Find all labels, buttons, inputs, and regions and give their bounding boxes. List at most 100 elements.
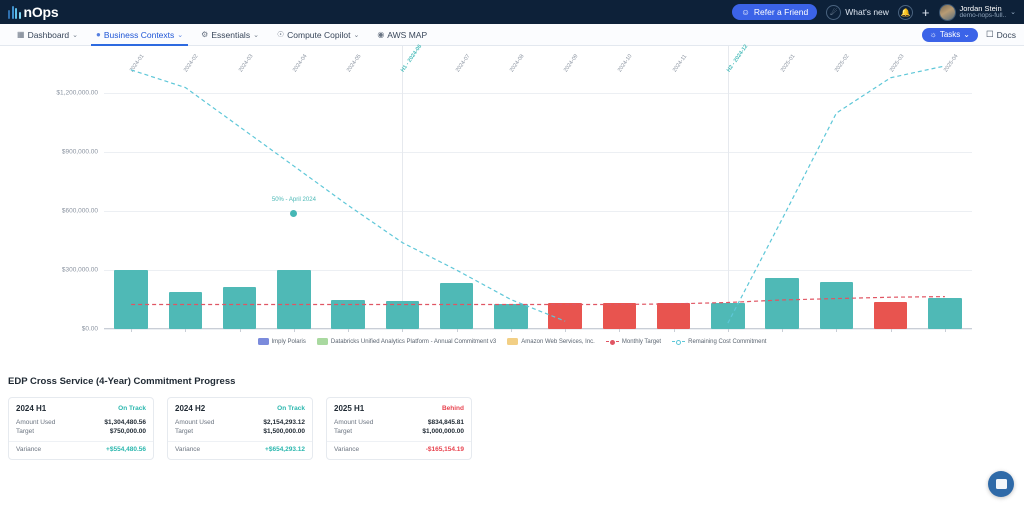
chart-bar[interactable] — [873, 301, 908, 329]
chart-bar[interactable] — [114, 270, 148, 329]
legend-item[interactable]: Databricks Unified Analytics Platform - … — [316, 338, 496, 345]
commitment-card[interactable]: 2024 H2 On Track Amount Used $2,154,293.12 T… — [167, 397, 313, 460]
chart-bar[interactable] — [819, 281, 854, 329]
x-axis-tick — [782, 329, 784, 332]
chart-bar[interactable] — [602, 303, 637, 329]
chart-bar[interactable] — [711, 302, 745, 329]
chart-bar[interactable] — [168, 291, 203, 329]
chat-bubble-glyph — [995, 479, 1007, 489]
x-axis-tick — [185, 329, 187, 332]
commitment-card-title: 2024 H1 — [16, 404, 47, 413]
status-badge: On Track — [118, 405, 146, 412]
variance-value: +$554,480.56 — [106, 446, 146, 453]
chart-bar[interactable] — [385, 300, 420, 329]
legend-label: Amazon Web Services, Inc. — [521, 338, 595, 345]
bell-icon[interactable]: 🔔 — [897, 4, 913, 20]
nav-item-aws-map[interactable]: ◉ AWS MAP — [368, 24, 436, 46]
chat-bubble-icon[interactable] — [988, 471, 1014, 497]
x-axis-tick — [402, 329, 404, 332]
target-value: $750,000.00 — [109, 428, 146, 435]
chart-bar[interactable] — [765, 277, 799, 329]
chart-bar[interactable] — [222, 286, 257, 329]
amount-used-row: Amount Used $1,304,480.56 — [9, 418, 153, 427]
chart-bar[interactable] — [656, 303, 691, 329]
commitment-card[interactable]: 2024 H1 On Track Amount Used $1,304,480.56 T… — [8, 397, 154, 460]
chevron-down-icon: ⌄ — [177, 31, 184, 39]
nav-item-compute-copilot[interactable]: ☉ Compute Copilot ⌄ — [268, 24, 368, 46]
amount-used-value: $1,304,480.56 — [104, 419, 146, 426]
x-axis-tick — [727, 329, 729, 332]
chart-bar[interactable] — [494, 304, 528, 329]
legend-label: Imply Polaris — [271, 338, 306, 345]
amount-used-label: Amount Used — [16, 419, 56, 426]
legend-swatch-icon — [507, 338, 519, 345]
target-row: Target $1,500,000.00 — [168, 427, 312, 436]
chart-bar[interactable] — [277, 270, 311, 329]
person-icon: ☺ — [741, 7, 750, 17]
legend-dashed-dot-icon — [605, 339, 619, 345]
nav-item-essentials[interactable]: ⚙ Essentials ⌄ — [192, 24, 268, 46]
legend-item[interactable]: Monthly Target — [605, 338, 662, 345]
docs-label: Docs — [996, 29, 1016, 40]
period-separator — [727, 46, 729, 329]
chart-annotation-label: 50% - April 2024 — [271, 197, 316, 204]
section-title: EDP Cross Service (4-Year) Commitment Pr… — [8, 376, 236, 387]
nav-item-dashboard[interactable]: ▦ Dashboard ⌄ — [8, 24, 87, 46]
refer-a-friend-label: Refer a Friend — [753, 7, 809, 17]
contexts-icon: ● — [96, 30, 101, 39]
grid-line — [104, 93, 972, 95]
target-row: Target $1,000,000.00 — [327, 427, 471, 436]
period-separator — [402, 46, 404, 329]
chart-plot-area[interactable]: $1,200,000.00 $900,000.00 $600,000.00 $300,… — [56, 44, 972, 333]
nav-item-label: Compute Copilot — [287, 29, 351, 40]
grid-line — [104, 211, 972, 213]
gear-icon: ⚙ — [201, 30, 209, 39]
whats-new-button[interactable]: ☄ What's new — [826, 4, 889, 20]
variance-label: Variance — [175, 446, 201, 453]
status-badge: On Track — [277, 405, 305, 412]
y-axis-tick-label: $600,000.00 — [61, 207, 98, 215]
legend-item[interactable]: Remaining Cost Commitment — [672, 339, 766, 345]
grid-line — [104, 329, 972, 330]
amount-used-row: Amount Used $834,845.81 — [327, 418, 471, 427]
legend-label: Monthly Target — [621, 338, 662, 345]
nav-item-label: Business Contexts — [103, 29, 175, 40]
commitment-card[interactable]: 2025 H1 Behind Amount Used $834,845.81 Targe… — [326, 397, 472, 460]
chart-bar[interactable] — [439, 282, 474, 329]
nops-logo[interactable]: nOps — [8, 4, 59, 20]
brand-name: nOps — [23, 4, 59, 20]
variance-row: Variance +$654,293.12 — [168, 442, 312, 459]
variance-row: Variance +$554,480.56 — [9, 442, 153, 459]
secondary-navigation-bar: ▦ Dashboard ⌄ ● Business Contexts ⌄ ⚙ Es… — [0, 24, 1024, 46]
chart-legend: Imply Polaris Databricks Unified Analytic… — [0, 338, 1024, 345]
x-axis-tick — [890, 329, 892, 332]
logo-mark-icon — [8, 5, 21, 19]
avatar — [938, 3, 956, 21]
docs-button[interactable]: ☐ Docs — [986, 29, 1016, 40]
copilot-icon: ☉ — [276, 30, 285, 39]
user-menu[interactable]: Jordan Stein demo-nops-full.. ⌄ — [938, 3, 1016, 21]
amount-used-row: Amount Used $2,154,293.12 — [168, 418, 312, 427]
grid-line — [104, 152, 972, 154]
chart-line-series — [130, 65, 946, 324]
legend-item[interactable]: Imply Polaris — [257, 338, 306, 345]
legend-item[interactable]: Amazon Web Services, Inc. — [507, 338, 595, 345]
book-icon: ☐ — [986, 29, 994, 39]
flame-icon: ☄ — [826, 4, 842, 20]
legend-swatch-icon — [257, 338, 269, 345]
tasks-label: Tasks — [939, 30, 961, 39]
plus-icon[interactable]: + — [921, 4, 930, 20]
refer-a-friend-button[interactable]: ☺ Refer a Friend — [732, 4, 818, 20]
variance-label: Variance — [334, 446, 360, 453]
tasks-button[interactable]: ☼ Tasks ⌄ — [921, 27, 978, 42]
legend-label: Remaining Cost Commitment — [688, 338, 767, 345]
chart-bar[interactable] — [928, 297, 962, 329]
x-axis-tick — [836, 329, 838, 332]
chart-annotation-marker — [290, 210, 298, 218]
variance-value: -$165,154.19 — [425, 446, 464, 453]
amount-used-value: $834,845.81 — [427, 419, 464, 426]
commitment-card-title: 2025 H1 — [334, 404, 365, 413]
target-row: Target $750,000.00 — [9, 427, 153, 436]
nav-item-business-contexts[interactable]: ● Business Contexts ⌄ — [87, 24, 192, 46]
x-axis-tick — [510, 329, 512, 332]
